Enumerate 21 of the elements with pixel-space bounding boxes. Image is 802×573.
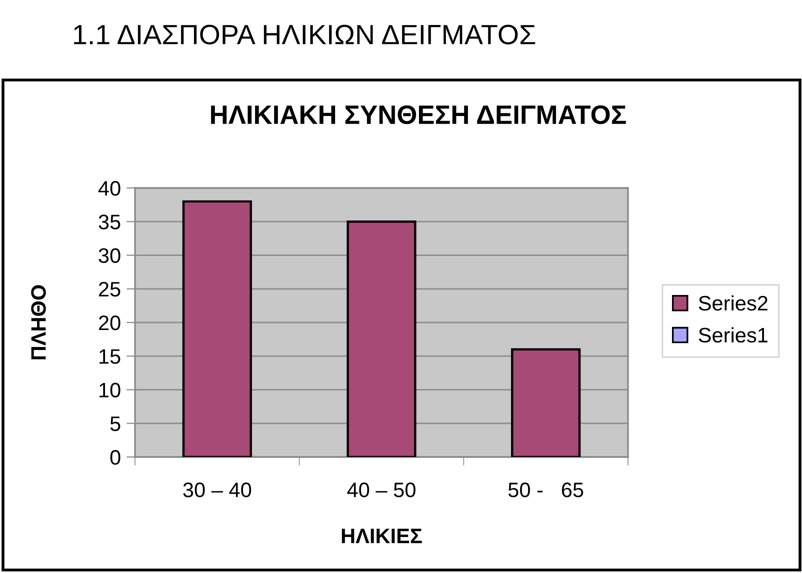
y-tick-label: 10: [100, 382, 120, 398]
y-tick-label: 0: [110, 450, 120, 465]
y-tick-label: 40: [98, 181, 120, 196]
y-tick-label: 5: [110, 416, 120, 432]
bar: [182, 200, 252, 457]
y-tick-label: 20: [98, 316, 120, 330]
bar: [346, 220, 416, 457]
x-tick-label: 40 – 50: [347, 482, 416, 498]
x-tick-label: 30 – 40: [183, 482, 252, 498]
chart-title: ΗΛΙΚΙΑΚΗ ΣΥΝΘΕΣΗ ΔΕΙΓΜΑΤΟΣ: [211, 105, 626, 124]
y-tick-label: 30: [98, 248, 120, 264]
y-tick-label: 25: [98, 282, 120, 297]
legend-label: Series2: [698, 295, 768, 311]
x-axis-title: ΗΛΙΚΙΕΣ: [342, 528, 422, 544]
bar: [511, 348, 581, 457]
x-tick-label: 50 - 65: [508, 482, 584, 498]
y-axis-title: ΠΛΗΘΟ: [31, 285, 46, 360]
y-tick-label: 35: [98, 214, 120, 230]
y-tick-label: 15: [100, 349, 120, 364]
legend-label: Series1: [698, 327, 768, 343]
text: 1.1 ΔΙΑΣΠΟΡΑ ΗΛΙΚΙΩΝ ΔΕΙΓΜΑΤΟΣ: [74, 24, 536, 44]
